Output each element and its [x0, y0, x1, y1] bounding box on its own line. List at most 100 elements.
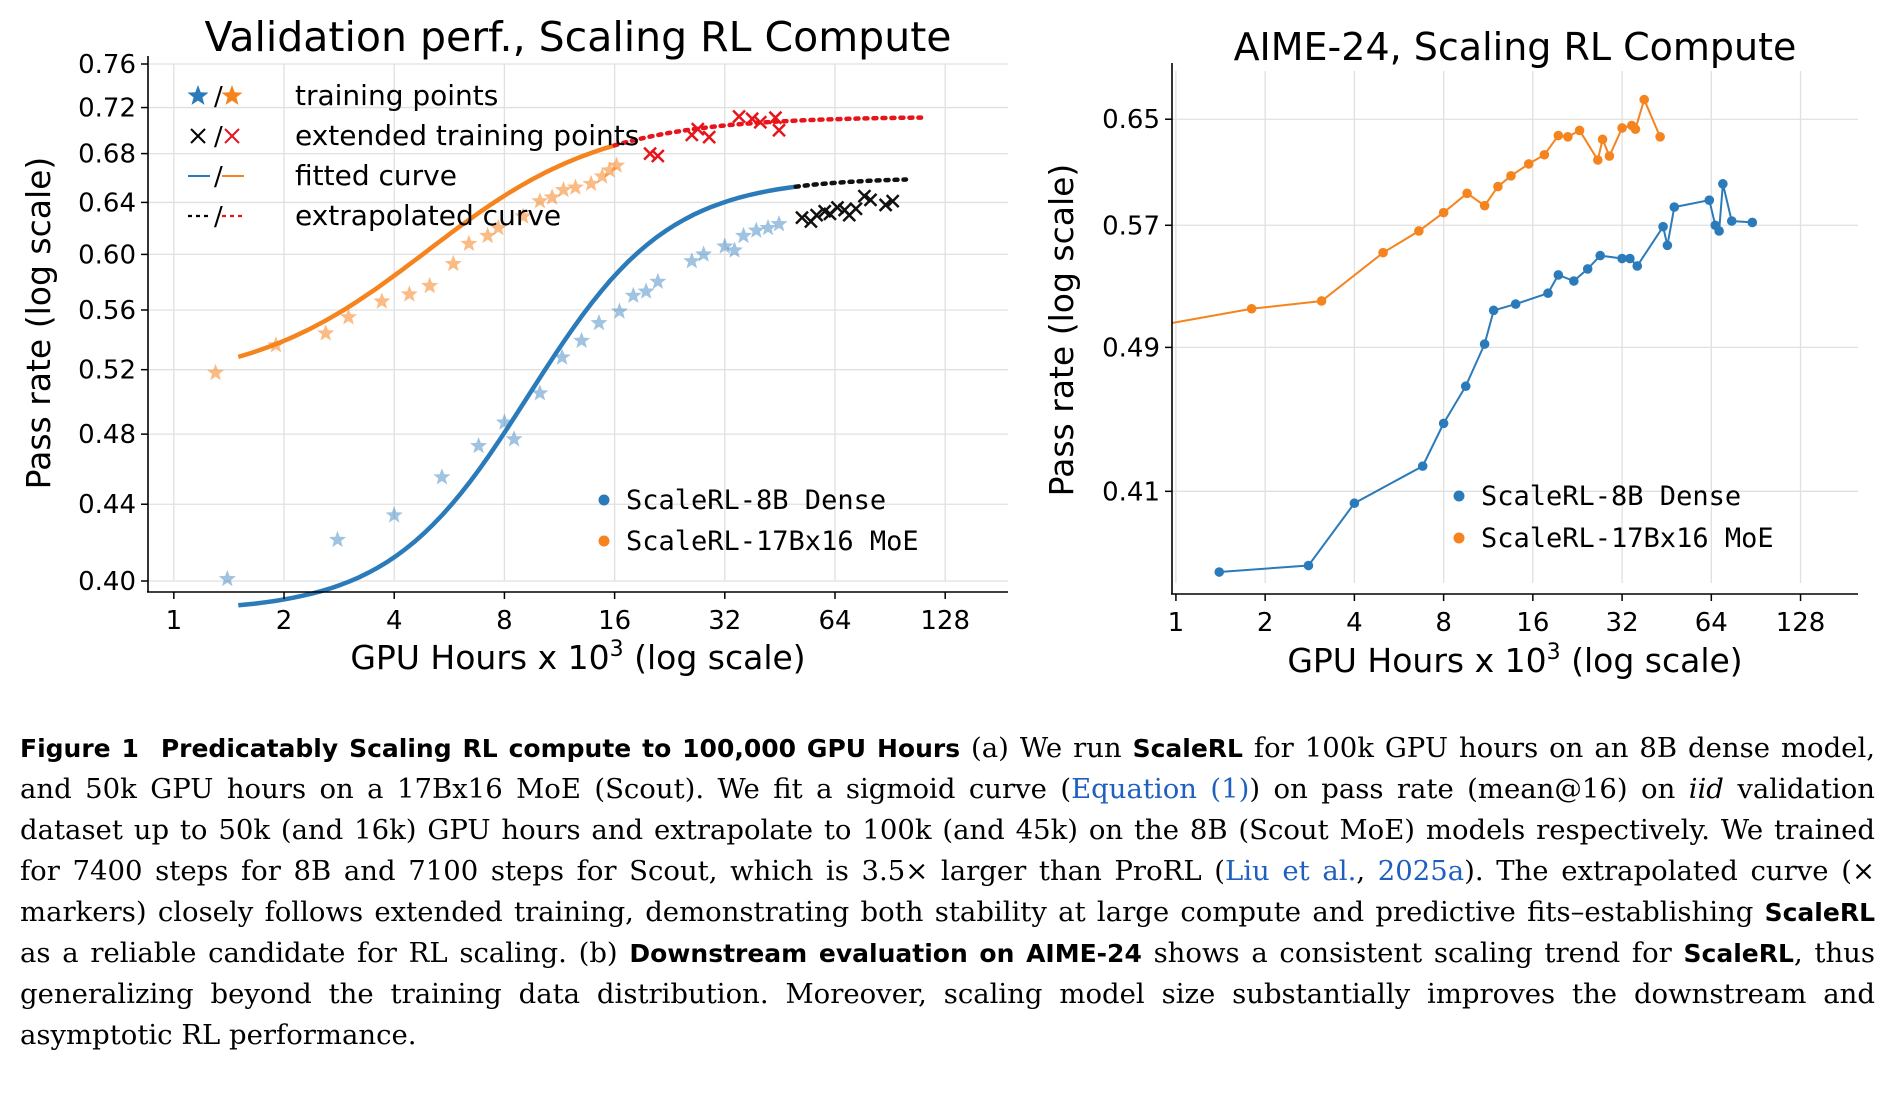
- dense-training-star: [649, 272, 667, 289]
- moe-point: [1655, 132, 1665, 142]
- moe-training-star: [460, 234, 478, 251]
- y-tick-label: 0.41: [1102, 477, 1160, 507]
- legend-marker-label: extrapolated curve: [295, 199, 561, 232]
- x-axis-label: GPU Hours x 103 (log scale): [1287, 640, 1742, 680]
- moe-training-star: [444, 254, 462, 272]
- caption-iid: iid: [1688, 773, 1724, 805]
- y-axis-label: Pass rate (log scale): [1042, 164, 1081, 497]
- moe-point: [1574, 125, 1585, 136]
- moe-training-star: [593, 167, 611, 184]
- legend-slash: /: [214, 82, 223, 112]
- caption-text-5: as a reliable candidate for RL scaling. …: [20, 937, 630, 969]
- moe-training-star: [207, 363, 225, 381]
- legend-model-marker: [598, 494, 610, 506]
- dense-training-star: [553, 348, 571, 365]
- legend-marker-label: extended training points: [295, 119, 639, 152]
- y-tick-label: 0.57: [1102, 211, 1160, 241]
- moe-training-star: [531, 192, 549, 209]
- legend-star-dense: [187, 85, 209, 105]
- caption-text-3: validation dataset up to 50k (and 16k) G…: [20, 773, 1875, 887]
- aime-chart: 1 2 4 8 16 32 64 128 0.41 0.49 0.57 0.65 AIME-24, Sc…: [1042, 25, 1858, 680]
- moe-training-star: [373, 292, 391, 309]
- x-tick-label: 2: [1257, 608, 1274, 638]
- legend-model-marker: [1453, 532, 1465, 544]
- caption-text-7: , thus generalizing beyond the training …: [20, 937, 1875, 1051]
- y-tick-label: 0.48: [78, 420, 136, 450]
- moe-point: [1593, 155, 1603, 165]
- moe-training-star: [421, 276, 439, 294]
- legend-model-label: ScaleRL-17Bx16 MoE: [1481, 523, 1774, 554]
- moe-point: [1553, 130, 1564, 141]
- moe-line: [1171, 96, 1662, 324]
- dense-training-star: [759, 219, 777, 236]
- dense-training-star: [218, 570, 236, 587]
- moe-point: [1523, 159, 1534, 169]
- dense-point: [1553, 270, 1564, 280]
- dense-training-star: [624, 286, 642, 303]
- y-tick-label: 0.40: [78, 567, 136, 597]
- legend-slash: /: [214, 202, 223, 232]
- dense-extended-cross: [795, 210, 809, 225]
- moe-extended-cross: [732, 109, 746, 124]
- dense-training-star: [770, 215, 788, 232]
- caption-label: Figure 1: [20, 734, 139, 763]
- moe-training-star: [601, 161, 619, 178]
- dense-point: [1747, 217, 1758, 228]
- y-tick-label: 0.44: [78, 490, 136, 520]
- moe-training-star: [489, 219, 507, 236]
- scalerl-name: ScaleRL: [1683, 939, 1794, 968]
- dense-point: [1595, 250, 1606, 261]
- legend-star-moe: [221, 85, 243, 105]
- dense-training-star: [329, 530, 347, 548]
- caption-text-1: for 100k GPU hours on an 8B dense model,…: [20, 732, 1875, 805]
- dense-training-star: [611, 302, 629, 319]
- dense-training-star: [531, 384, 549, 401]
- citation-year-link[interactable]: 2025a: [1377, 855, 1465, 887]
- y-tick-label: 0.49: [1102, 333, 1160, 363]
- moe-extrapolated-curve: [612, 115, 924, 148]
- x-tick-label: 4: [386, 606, 403, 636]
- legend-marker-label: training points: [295, 79, 498, 112]
- dense-extended-cross: [878, 198, 893, 212]
- y-tick-label: 0.60: [78, 240, 136, 270]
- caption-title: Predicatably Scaling RL compute to 100,0…: [160, 734, 961, 763]
- moe-point: [1506, 171, 1516, 181]
- dense-point: [1617, 253, 1627, 264]
- x-tick-label: 8: [1435, 608, 1452, 638]
- figure-caption: Figure 1 Predicatably Scaling RL compute…: [20, 728, 1875, 1056]
- moe-training-star: [582, 174, 600, 191]
- moe-extended-cross: [690, 122, 705, 136]
- y-tick-label: 0.76: [78, 50, 136, 80]
- citation-author-link[interactable]: Liu et al.: [1224, 855, 1357, 887]
- moe-point: [1539, 149, 1550, 160]
- dense-training-star: [590, 314, 608, 331]
- legend-model-marker: [1453, 490, 1465, 502]
- legend-model-label: ScaleRL-17Bx16 MoE: [626, 526, 919, 557]
- caption-part-a: (a) We run: [960, 732, 1133, 764]
- dense-extrapolated-curve: [793, 177, 909, 189]
- moe-training-star: [317, 324, 335, 341]
- validation-chart: 1 2 4 8 16 32 64 128 0.40 0.44 0.48 0.52 0.56 0.60 0.6…: [19, 13, 1008, 677]
- scalerl-name: ScaleRL: [1132, 734, 1243, 763]
- y-tick-label: 0.72: [78, 94, 136, 124]
- moe-training-star: [400, 285, 418, 302]
- dense-point: [1479, 339, 1490, 349]
- caption-downstream: Downstream evaluation on AIME-24: [629, 939, 1142, 968]
- dense-extended-cross: [885, 194, 900, 209]
- moe-training-star: [479, 226, 497, 244]
- equation-link[interactable]: Equation (1): [1071, 773, 1250, 805]
- moe-training-star: [514, 207, 532, 224]
- x-tick-label: 1: [166, 606, 183, 636]
- caption-text-4: ). The extrapolated curve (× markers) cl…: [20, 855, 1875, 928]
- moe-point: [1378, 247, 1388, 258]
- moe-point: [1462, 188, 1472, 199]
- x-tick-label: 64: [1695, 608, 1728, 638]
- dense-line: [1219, 183, 1753, 573]
- dense-point: [1714, 226, 1724, 236]
- x-tick-label: 2: [276, 606, 293, 636]
- citation-separator: ,: [1356, 855, 1378, 887]
- dense-extended-cross: [857, 189, 872, 204]
- moe-point: [1493, 181, 1503, 192]
- dense-training-star: [695, 245, 713, 262]
- moe-extended-cross: [643, 146, 657, 161]
